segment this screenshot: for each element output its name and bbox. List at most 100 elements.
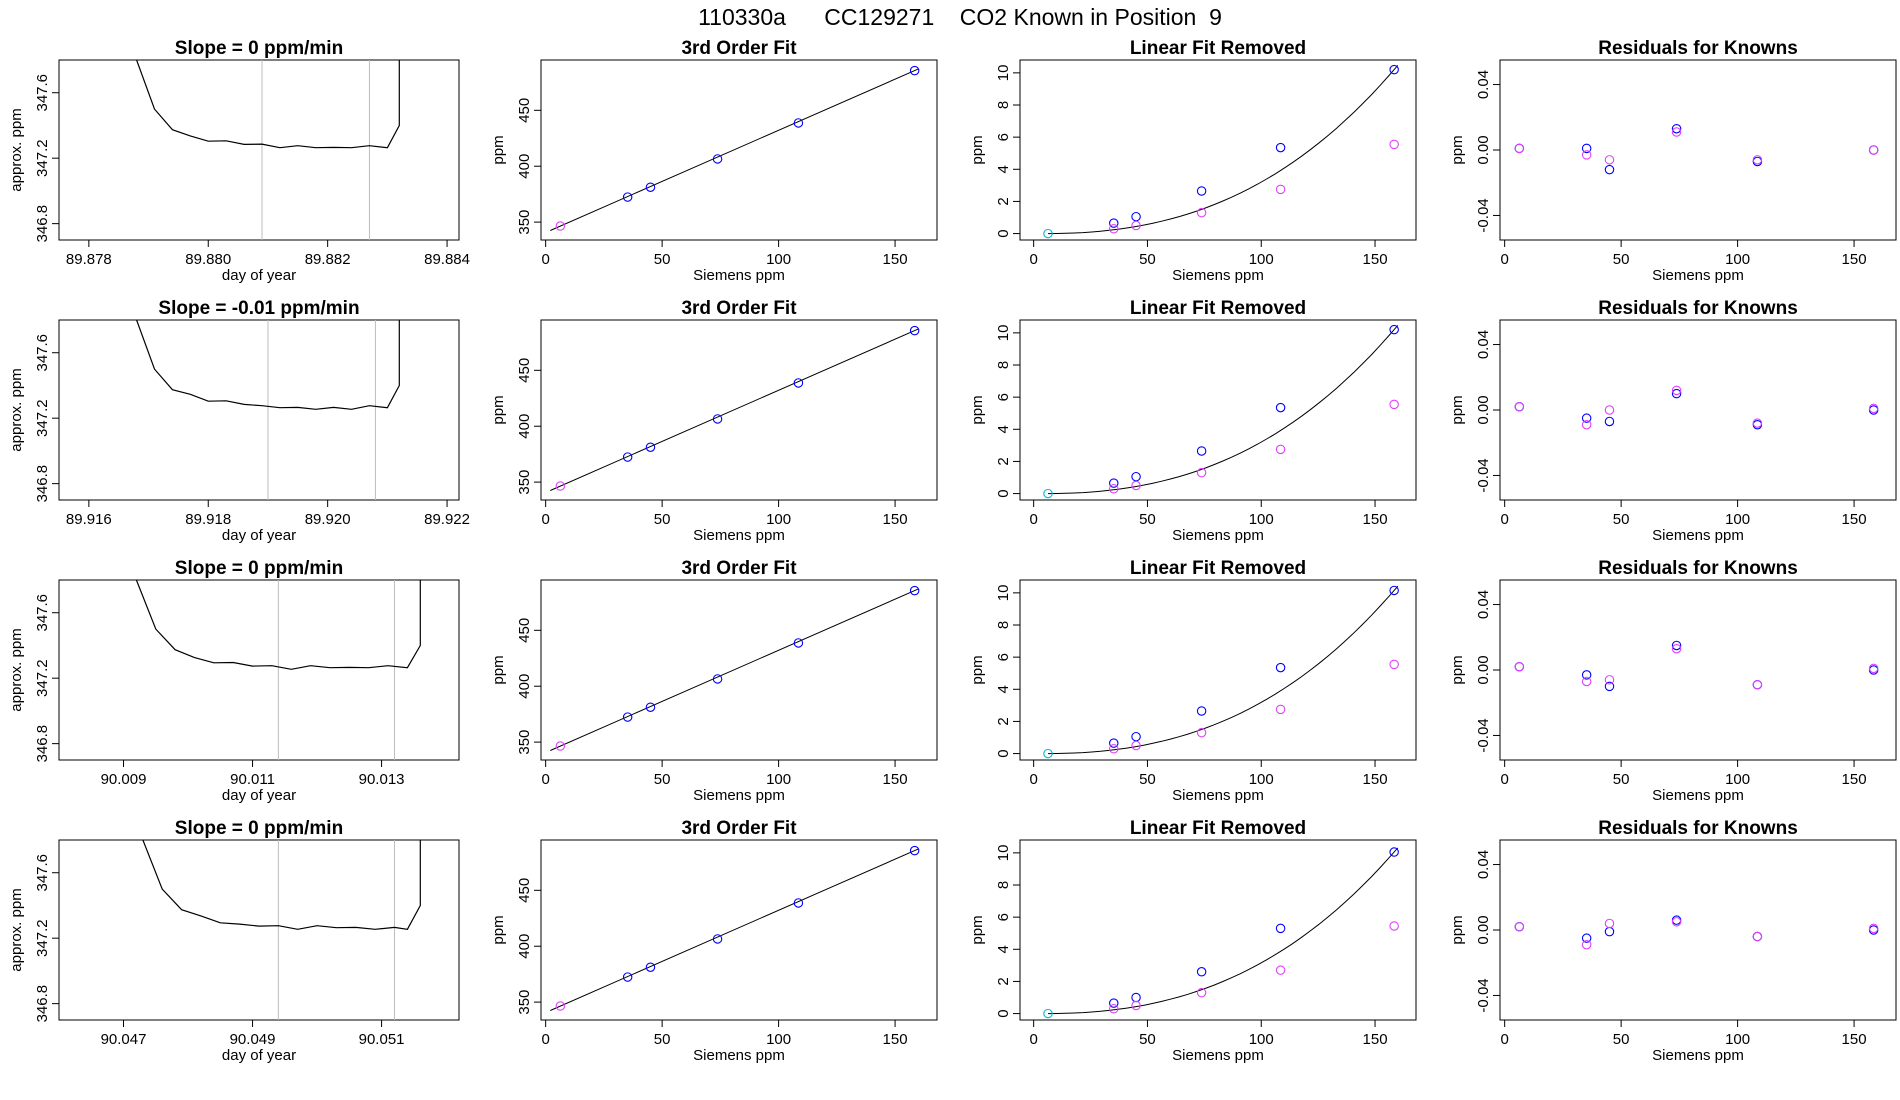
y-axis-label: approx. ppm (8, 888, 25, 971)
y-axis-label: ppm (1449, 915, 1466, 944)
panel-row4-col2: 3rd Order Fit 0 50 100 150 350 400 450 Siemens p… (490, 818, 938, 1064)
data-point (645, 442, 656, 452)
panel-title: Residuals for Knowns (1598, 298, 1798, 319)
x-tick-label: 100 (1249, 771, 1274, 788)
data-point (1581, 143, 1592, 154)
x-axis-label: Siemens ppm (1172, 1047, 1264, 1064)
fit-line (550, 328, 919, 491)
y-tick-label: 346.8 (34, 465, 51, 503)
x-tick-label: 150 (1363, 511, 1388, 528)
data-point (555, 741, 566, 751)
x-tick-label: 90.009 (101, 771, 147, 788)
data-point (1581, 933, 1592, 943)
x-tick-label: 90.047 (101, 1031, 147, 1048)
plot-frame (540, 59, 938, 241)
y-tick-label: -0.04 (1475, 198, 1492, 232)
data-point (622, 452, 633, 462)
data-point (1604, 164, 1615, 175)
y-tick-label: 10 (995, 65, 1012, 82)
data-point (1604, 681, 1615, 692)
trace-line (142, 840, 421, 930)
data-point (645, 962, 656, 972)
x-tick-label: 100 (1249, 251, 1274, 268)
plot-frame (58, 59, 460, 241)
data-point (793, 638, 804, 648)
data-point (1109, 1003, 1119, 1014)
x-tick-label: 100 (1725, 251, 1750, 268)
plot-frame (1019, 839, 1417, 1021)
data-point (1275, 142, 1286, 153)
x-tick-label: 0 (1500, 511, 1508, 528)
x-tick-label: 89.918 (185, 511, 231, 528)
y-tick-label: 400 (516, 674, 533, 699)
y-tick-label: 400 (516, 934, 533, 959)
data-point (1581, 419, 1592, 430)
data-point (1109, 738, 1119, 748)
data-point (1604, 675, 1615, 685)
x-axis-label: Siemens ppm (1652, 267, 1744, 284)
data-point (1043, 488, 1053, 499)
y-tick-label: 350 (516, 730, 533, 755)
data-point (1389, 399, 1399, 410)
y-tick-label: 4 (995, 945, 1012, 953)
panel-title: 3rd Order Fit (681, 558, 797, 579)
data-point (1514, 661, 1525, 672)
x-tick-label: 50 (1613, 771, 1630, 788)
plot-frame (58, 579, 460, 761)
y-tick-label: 6 (995, 133, 1012, 141)
panel-row1-col2: 3rd Order Fit 0 50 100 150 350 400 450 Siemens p… (490, 38, 938, 284)
data-point (1389, 585, 1399, 596)
plot-frame (1499, 579, 1897, 761)
x-tick-label: 89.882 (305, 251, 351, 268)
plot-frame (1499, 59, 1897, 241)
x-tick-label: 50 (1139, 511, 1156, 528)
data-point (1131, 992, 1141, 1003)
y-tick-label: 450 (516, 358, 533, 383)
panel-row4-col3: Linear Fit Removed 0 50 100 150 0 2 4 6 8 10 Siemen… (969, 818, 1417, 1064)
x-tick-label: 150 (883, 1031, 908, 1048)
data-point (1109, 998, 1119, 1008)
y-tick-label: 450 (516, 98, 533, 123)
x-tick-label: 150 (1842, 771, 1867, 788)
data-point (1196, 446, 1207, 456)
data-point (622, 192, 633, 202)
y-tick-label: -0.04 (1475, 978, 1492, 1012)
data-point (1389, 847, 1399, 857)
panel-row2-col2: 3rd Order Fit 0 50 100 150 350 400 450 Siemens p… (490, 298, 938, 544)
y-tick-label: 10 (995, 845, 1012, 862)
x-tick-label: 90.013 (359, 771, 405, 788)
data-point (1043, 228, 1053, 239)
plot-frame (58, 839, 460, 1021)
y-tick-label: 450 (516, 878, 533, 903)
x-tick-label: 89.916 (66, 511, 112, 528)
x-tick-label: 50 (654, 511, 671, 528)
x-tick-label: 50 (1613, 511, 1630, 528)
fit-line (550, 588, 919, 751)
panel-row1-col4: Residuals for Knowns 0 50 100 150 -0.04 0.00 0.… (1449, 38, 1897, 284)
data-point (1671, 643, 1682, 654)
data-point (712, 154, 723, 164)
panel-title: Residuals for Knowns (1598, 38, 1798, 59)
x-tick-label: 0 (1500, 771, 1508, 788)
x-axis-label: day of year (222, 1047, 296, 1064)
data-point (1196, 987, 1207, 998)
data-point (1514, 401, 1525, 412)
x-axis-label: Siemens ppm (1172, 527, 1264, 544)
y-tick-label: 347.6 (34, 594, 51, 632)
data-point (1196, 706, 1207, 716)
y-tick-label: 347.2 (34, 399, 51, 437)
y-tick-label: -0.04 (1475, 718, 1492, 752)
data-point (712, 674, 723, 684)
data-point (1131, 740, 1141, 751)
x-tick-label: 0 (541, 511, 549, 528)
x-axis-label: Siemens ppm (1172, 267, 1264, 284)
y-axis-label: approx. ppm (8, 368, 25, 451)
x-tick-label: 100 (1249, 511, 1274, 528)
panel-row1-col3: Linear Fit Removed 0 50 100 150 0 2 4 6 8 10 Siemen… (969, 38, 1417, 284)
trace-line (136, 60, 400, 149)
y-tick-label: 4 (995, 165, 1012, 173)
y-tick-label: 2 (995, 197, 1012, 205)
data-point (1752, 155, 1763, 165)
y-tick-label: 450 (516, 618, 533, 643)
y-tick-label: 346.8 (34, 985, 51, 1023)
